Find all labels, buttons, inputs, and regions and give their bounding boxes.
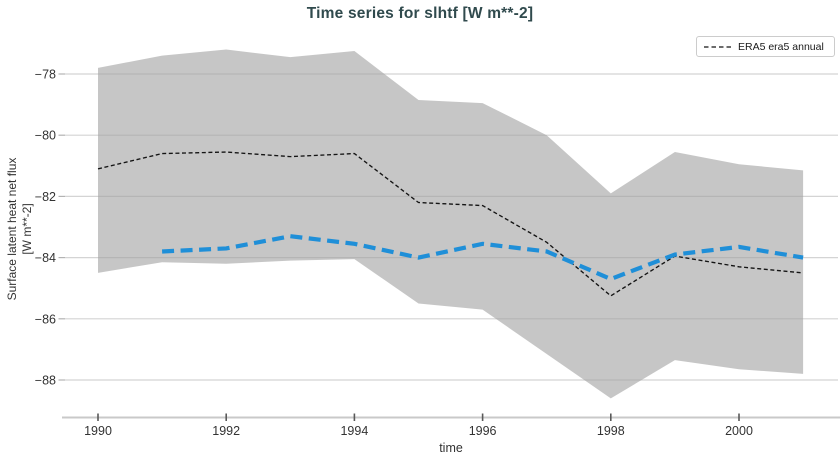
blue-thick-dashed-line <box>161 234 804 282</box>
x-tick-label: 1998 <box>597 424 625 438</box>
y-axis-label-line1: Surface latent heat net flux <box>5 157 19 301</box>
legend-dash-sample-icon <box>704 45 731 48</box>
y-tick-label: −82 <box>35 190 56 204</box>
x-tick-label: 2000 <box>725 424 753 438</box>
x-tick-label: 1992 <box>212 424 240 438</box>
y-axis-label-line2: [W m**-2] <box>20 203 34 255</box>
legend: ERA5 era5 annual <box>696 36 835 57</box>
uncertainty-band <box>98 49 804 399</box>
y-tick-label: −78 <box>35 68 56 82</box>
y-tick-label: −88 <box>35 374 56 388</box>
y-tick-label: −80 <box>35 129 56 143</box>
y-tick-label: −86 <box>35 312 56 326</box>
chart-title: Time series for slhtf [W m**-2] <box>306 5 534 22</box>
era5-annual-dashed-line <box>97 151 804 297</box>
y-tick-label: −84 <box>35 251 56 265</box>
x-tick-label: 1990 <box>84 424 112 438</box>
x-tick-label: 1996 <box>469 424 497 438</box>
legend-item-label: ERA5 era5 annual <box>738 40 824 53</box>
x-tick-label: 1994 <box>340 424 368 438</box>
x-axis-label: time <box>439 441 463 455</box>
